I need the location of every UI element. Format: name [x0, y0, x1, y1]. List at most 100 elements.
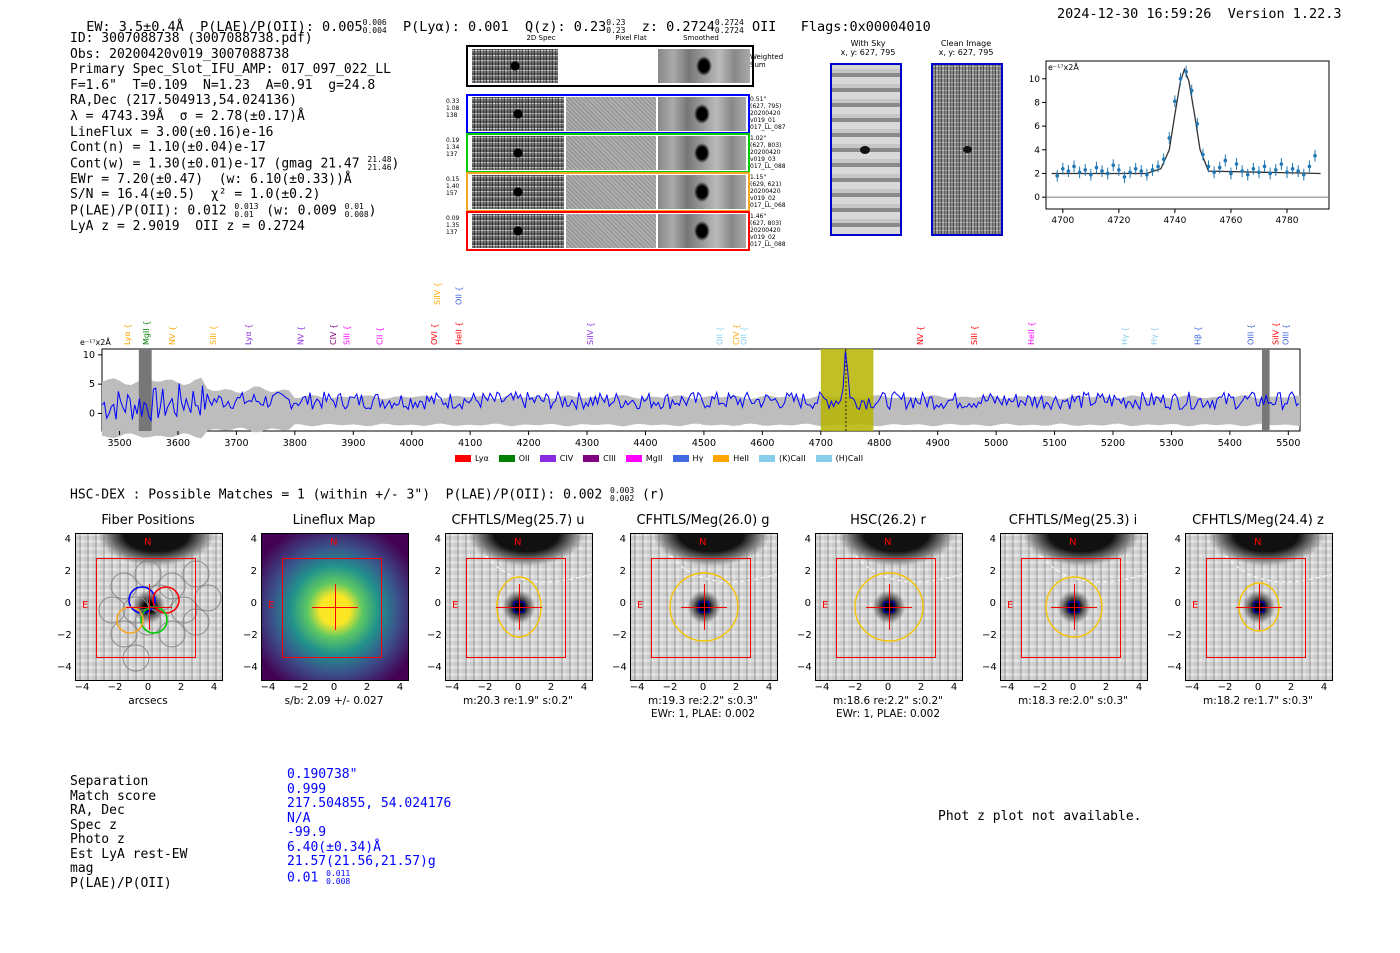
legend-swatch: [713, 455, 730, 462]
zoom-data-point: [1223, 154, 1228, 167]
info-contw: Cont(w) = 1.30(±0.01)e-17 (gmag 21.47 21…: [70, 154, 400, 172]
emission-line-label: OVI {: [430, 323, 439, 345]
panel-xtick: 4: [950, 682, 958, 693]
full-xtick: 3900: [341, 438, 365, 449]
photz-note: Phot z plot not available.: [938, 809, 1142, 824]
zoom-data-point: [1094, 161, 1099, 174]
full-xtick: 4000: [400, 438, 424, 449]
panel-xtick: 2: [1102, 682, 1110, 693]
zoom-data-point: [1184, 65, 1188, 78]
hsc-title: HSC-DEX : Possible Matches = 1 (within +…: [70, 486, 666, 503]
info-lya-z: LyA z = 2.9019 OII z = 0.2724: [70, 219, 305, 235]
masked-region: [1262, 349, 1270, 431]
panel-xtick: 2: [917, 682, 925, 693]
zoom-data-point: [1167, 132, 1172, 144]
info-primary: Primary Spec_Slot_IFU_AMP: 017_097_022_L…: [70, 62, 391, 78]
panel-ytick: 2: [434, 566, 441, 577]
panel-ytick: 0: [1174, 598, 1181, 609]
separation-value: 0.190738": [287, 767, 358, 782]
fiber-row: 0.33 1.08 138 0.51" (627, 795) 20200420 …: [446, 94, 786, 134]
east-label: E: [452, 600, 459, 611]
separation-value: 0.01 0.011 0.008: [287, 868, 351, 886]
emission-line-label: Hβ {: [1194, 326, 1203, 345]
east-label: E: [82, 600, 89, 611]
panel-xtick: −4: [1184, 682, 1200, 693]
zoom-data-point: [1128, 166, 1132, 179]
zoom-data-point: [1100, 165, 1104, 178]
with-sky-title: With Sky x, y: 627, 795: [840, 39, 896, 57]
fiber-row-frame: [466, 172, 750, 212]
zoom-xtick: 4760: [1219, 216, 1242, 226]
fiber-row-left-note: 0.09 1.35 137: [446, 215, 460, 236]
zoom-xtick: 4740: [1163, 216, 1186, 226]
fiber-row-right-note: 1.02" (627, 803) 20200420 v019_03 017_LL…: [750, 135, 786, 170]
zoom-xtick: 4720: [1107, 216, 1130, 226]
panel-ytick: 2: [250, 566, 257, 577]
panel-xtick: 2: [177, 682, 185, 693]
panel-title: Fiber Positions: [101, 513, 195, 528]
panel-xlabel: m:18.6 re:2.2" s:0.2": [833, 695, 943, 707]
panel-ytick: 0: [434, 598, 441, 609]
with-sky-image: [830, 63, 902, 236]
weighted-sum-label: Weighted Sum: [750, 53, 784, 69]
image-panel: HSC(26.2) r N E 4 2 0 −2 −4 −4 −2 0 2 4 m:18.6 r…: [785, 513, 991, 723]
emission-line-label: CIV {: [329, 324, 338, 345]
zoom-data-point: [1111, 159, 1116, 172]
emission-line-label: Lyα {: [123, 324, 132, 345]
panel-xtick: 2: [1287, 682, 1295, 693]
fiber-2dspec-image: [472, 175, 564, 209]
zoom-data-point: [1077, 166, 1082, 179]
legend-swatch: [625, 455, 642, 462]
header-line: EW: 3.5±0.4Å P(LAE)/P(OII): 0.005 0.006 0.…: [86, 18, 931, 36]
separation-values: 0.190738" 0.999 217.504855, 54.024176 N/A -9…: [287, 767, 451, 886]
zoom-data-point: [1195, 117, 1200, 130]
zoom-data-point: [1273, 164, 1278, 176]
panel-xtick: 0: [144, 682, 152, 693]
crosshair-h: [1051, 607, 1097, 608]
panel-title: CFHTLS/Meg(26.0) g: [636, 513, 770, 528]
weighted-sum-strip: [466, 45, 754, 87]
weighted-2dspec-image: [472, 49, 558, 83]
zoom-data-point: [1055, 169, 1060, 182]
separation-labels: Separation Match score RA, Dec Spec z Photo …: [70, 774, 187, 891]
panel-xtick: −2: [847, 682, 863, 693]
panel-xlabel: m:20.3 re:1.9" s:0.2": [463, 695, 573, 707]
panel-ytick: −2: [243, 630, 258, 641]
zoom-ylabel: e⁻¹⁷x2Å: [1048, 61, 1079, 72]
full-xtick: 5300: [1159, 438, 1183, 449]
search-box: [836, 558, 936, 658]
panel-xtick: −2: [293, 682, 309, 693]
fiber-pixelflat-image: [566, 214, 656, 248]
panel-xtick: 4: [210, 682, 218, 693]
zoom-data-point: [1206, 160, 1211, 173]
emission-line-label: OIII {: [1281, 324, 1290, 345]
panel-image: N E: [815, 533, 963, 681]
spectrum-legend: Lyα OII CIV CIII MgII Hγ HeII (K)CaII (H)CaII: [455, 447, 873, 463]
panel-xlabel: m:18.3 re:2.0" s:0.3": [1018, 695, 1128, 707]
full-xtick: 4300: [575, 438, 599, 449]
fiber-smoothed-image: [658, 136, 746, 170]
info-lambda: λ = 4743.39Å σ = 2.78(±0.17)Å: [70, 108, 305, 124]
east-label: E: [822, 600, 829, 611]
emission-line-label: Hγ {: [1121, 327, 1130, 345]
full-xtick: 5500: [1276, 438, 1300, 449]
full-xtick: 4900: [926, 438, 950, 449]
emission-line-label: SiII {: [209, 325, 218, 345]
panel-xtick: 4: [1320, 682, 1328, 693]
full-xtick: 5200: [1101, 438, 1125, 449]
image-panel: Lineflux Map N E 4 2 0 −2 −4 −4 −2 0 2 4 s/b: 2.…: [231, 513, 437, 723]
fiber-circles: [98, 560, 222, 672]
fiber-2dspec-image: [472, 214, 564, 248]
panel-ytick: −4: [1167, 662, 1182, 673]
zoom-data-point: [1083, 164, 1088, 176]
fiber-row-left-note: 0.15 1.40 157: [446, 176, 460, 197]
full-xtick: 4400: [633, 438, 657, 449]
panel-xtick: −2: [107, 682, 123, 693]
zoom-ytick: 10: [1030, 75, 1040, 85]
fiber-row-frame: [466, 133, 750, 173]
panel-xlabel: m:19.3 re:2.2" s:0.3": [648, 695, 758, 707]
zoom-data-point: [1072, 160, 1076, 173]
masked-region: [138, 349, 152, 431]
legend-swatch: [498, 455, 515, 462]
panel-ytick: −2: [57, 630, 72, 641]
